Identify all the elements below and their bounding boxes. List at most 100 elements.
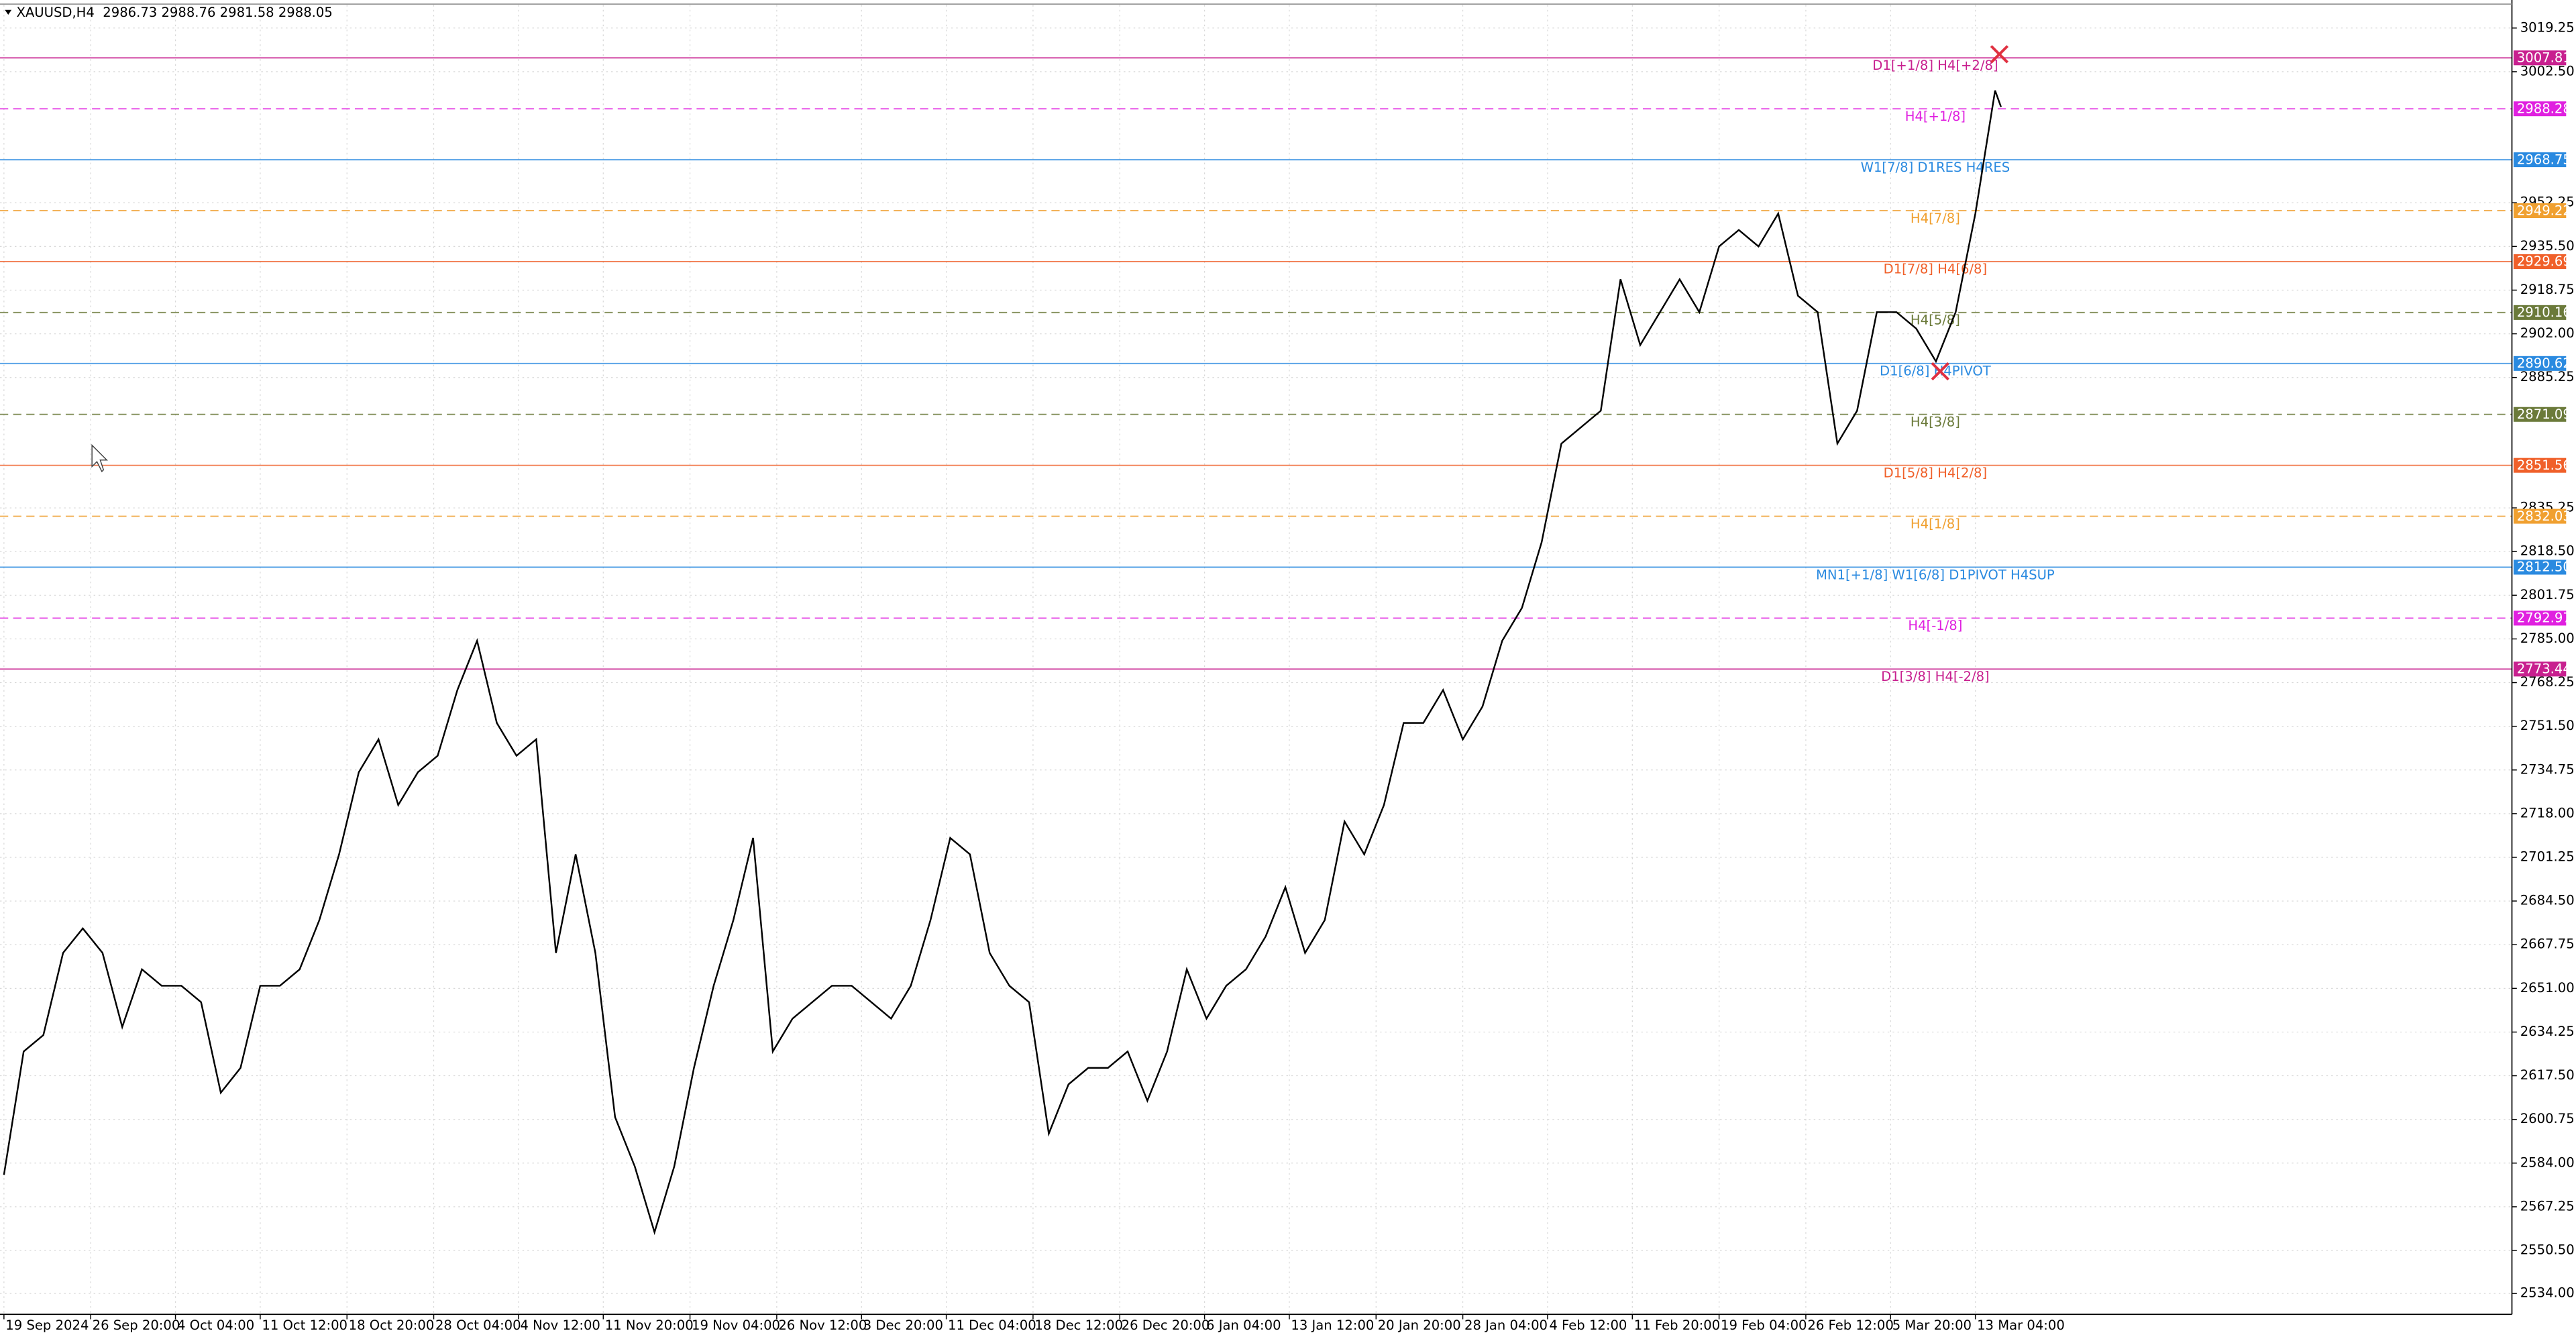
price-tag-label: 3007.81	[2517, 50, 2571, 65]
price-tag-label: 2832.03	[2517, 508, 2571, 524]
x-tick-label: 18 Oct 20:00	[349, 1318, 435, 1333]
price-tag	[2513, 101, 2567, 117]
x-tick-label: 11 Nov 20:00	[605, 1318, 694, 1333]
level-label: D1[3/8] H4[-2/8]	[1881, 669, 1990, 684]
price-tag	[2513, 610, 2567, 626]
x-tick-label: 11 Dec 04:00	[948, 1318, 1036, 1333]
y-tick-label: 2550.50	[2520, 1242, 2575, 1258]
chart-header: XAUUSD,H4 2986.73 2988.76 2981.58 2988.0…	[16, 5, 332, 20]
price-tag	[2513, 50, 2567, 66]
grid	[0, 5, 2512, 1315]
x-tick-label: 28 Oct 04:00	[435, 1318, 521, 1333]
price-tag-label: 2988.28	[2517, 101, 2571, 116]
level-label: D1[7/8] H4[6/8]	[1884, 262, 1988, 277]
x-tick-label: 13 Jan 12:00	[1291, 1318, 1374, 1333]
y-tick-label: 2701.25	[2520, 849, 2575, 864]
tags: 3007.81 2988.28 2968.75 2949.22 2929.69 2910.…	[2513, 50, 2571, 677]
y-tick-label: 2718.00	[2520, 805, 2575, 820]
high-marker	[1990, 45, 2009, 64]
y-tick-label: 2885.25	[2520, 369, 2575, 384]
level-label: D1[6/8] H4PIVOT	[1880, 364, 1992, 379]
y-tick-label: 2667.75	[2520, 936, 2575, 952]
y-tick-label: 2801.75	[2520, 587, 2575, 602]
x-tick-label: 26 Feb 12:00	[1807, 1318, 1893, 1333]
x-tick-label: 20 Jan 20:00	[1378, 1318, 1461, 1333]
price-tag	[2513, 559, 2567, 575]
price-tag	[2513, 356, 2567, 371]
level-label: H4[-1/8]	[1908, 618, 1962, 633]
level-label: H4[1/8]	[1911, 516, 1960, 531]
y-tick-label: 3002.50	[2520, 63, 2575, 78]
x-tick-label: 13 Mar 04:00	[1977, 1318, 2065, 1333]
y-tick-label: 3019.25	[2520, 19, 2575, 35]
price-tag-label: 2773.44	[2517, 661, 2571, 677]
x-tick-label: 19 Sep 2024	[5, 1318, 89, 1333]
price-tag-label: 2910.16	[2517, 305, 2571, 320]
symbol-menu-arrow[interactable]	[5, 9, 12, 15]
y-tick-label: 2785.00	[2520, 631, 2575, 646]
y-tick-label: 2918.75	[2520, 282, 2575, 297]
x-tick-label: 4 Nov 12:00	[520, 1318, 600, 1333]
x-tick-label: 4 Feb 12:00	[1549, 1318, 1627, 1333]
price-tag	[2513, 152, 2567, 168]
x-tick-label: 18 Dec 12:00	[1034, 1318, 1123, 1333]
price-tag	[2513, 508, 2567, 524]
y-tick-label: 2584.00	[2520, 1155, 2575, 1170]
level-label: D1[+1/8] H4[+2/8]	[1872, 58, 1998, 73]
y-tick-label: 2534.00	[2520, 1285, 2575, 1301]
price-tag-label: 2968.75	[2517, 152, 2571, 167]
price-tag-label: 2871.09	[2517, 407, 2571, 422]
y-tick-label: 2600.75	[2520, 1111, 2575, 1126]
y-tick-label: 2768.25	[2520, 674, 2575, 690]
y-tick-label: 2567.25	[2520, 1198, 2575, 1214]
y-tick-label: 2734.75	[2520, 761, 2575, 777]
x-tick-label: 26 Nov 12:00	[778, 1318, 867, 1333]
y-tick-label: 2751.50	[2520, 718, 2575, 733]
price-tag	[2513, 458, 2567, 473]
x-tick-label: 19 Feb 04:00	[1721, 1318, 1807, 1333]
level-label: W1[7/8] D1RES H4RES	[1861, 160, 2010, 175]
level-label: H4[3/8]	[1911, 414, 1960, 429]
price-tag-label: 2929.69	[2517, 254, 2571, 269]
price-tag	[2513, 305, 2567, 320]
plot	[3, 90, 2002, 1236]
price-tag	[2513, 407, 2567, 422]
x-tick-label: 6 Jan 04:00	[1206, 1318, 1281, 1333]
y-tick-label: 2634.25	[2520, 1024, 2575, 1039]
level-label: H4[+1/8]	[1905, 109, 1966, 124]
levels: D1[+1/8] H4[+2/8] H4[+1/8] W1[7/8] D1RES H…	[0, 57, 2512, 684]
y-tick-label: 2935.50	[2520, 238, 2575, 254]
price-tag	[2513, 254, 2567, 269]
x-tick-label: 26 Sep 20:00	[93, 1318, 180, 1333]
mouse-cursor	[91, 443, 108, 473]
x-tick-label: 4 Oct 04:00	[177, 1318, 254, 1333]
y-tick-label: 2617.50	[2520, 1067, 2575, 1083]
price-tag	[2513, 203, 2567, 219]
level-label: H4[5/8]	[1911, 313, 1960, 328]
y-tick-label: 2651.00	[2520, 980, 2575, 996]
price-tag-label: 2812.50	[2517, 559, 2571, 575]
price-tag-label: 2949.22	[2517, 203, 2571, 218]
low-marker	[1931, 362, 1949, 381]
x-tick-label: 5 Mar 20:00	[1892, 1318, 1972, 1333]
x-tick-label: 28 Jan 04:00	[1464, 1318, 1548, 1333]
y-tick-label: 2902.00	[2520, 325, 2575, 341]
price-tag-label: 2851.56	[2517, 458, 2571, 473]
x-tick-label: 11 Feb 20:00	[1634, 1318, 1720, 1333]
x-tick-label: 11 Oct 12:00	[262, 1318, 347, 1333]
level-label: H4[7/8]	[1911, 211, 1960, 226]
price-line	[3, 90, 2002, 1236]
x-tick-label: 26 Dec 20:00	[1122, 1318, 1210, 1333]
y-tick-label: 2818.50	[2520, 543, 2575, 559]
level-label: D1[5/8] H4[2/8]	[1884, 465, 1988, 480]
markers	[1931, 45, 2009, 381]
level-label: MN1[+1/8] W1[6/8] D1PIVOT H4SUP	[1816, 567, 2055, 582]
price-tag-label: 2890.62	[2517, 356, 2571, 371]
x-tick-label: 19 Nov 04:00	[692, 1318, 780, 1333]
price-tag	[2513, 661, 2567, 677]
price-tag-label: 2792.97	[2517, 610, 2571, 626]
x-tick-label: 3 Dec 20:00	[863, 1318, 943, 1333]
y-tick-label: 2684.50	[2520, 893, 2575, 908]
